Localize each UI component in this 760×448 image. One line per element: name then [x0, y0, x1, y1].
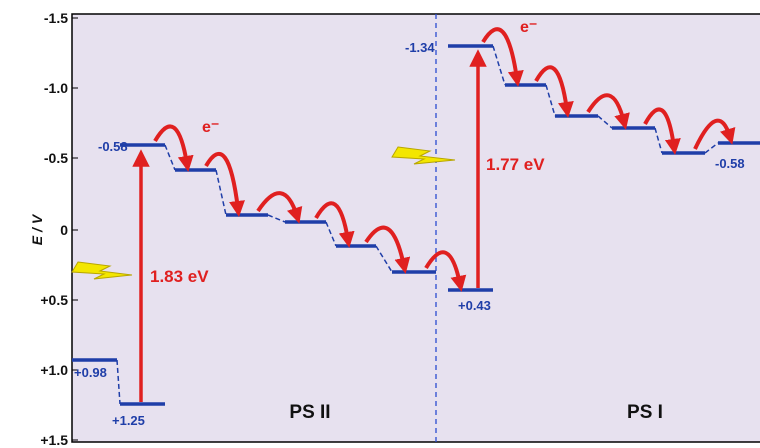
transfer-arrow [314, 201, 355, 248]
transfer-arrow [364, 225, 411, 274]
connector [164, 144, 176, 171]
y-tick-label: -1.5 [44, 10, 68, 26]
plot-area [71, 13, 760, 443]
level-label: +0.98 [74, 365, 107, 380]
level-label: -0.58 [715, 156, 745, 171]
transfer-arrow [424, 250, 467, 292]
light-icon [71, 261, 133, 280]
y-tick-label: 0 [60, 222, 68, 238]
y-tick-label: -1.0 [44, 80, 68, 96]
electron-label: e⁻ [520, 19, 537, 36]
transfer-arrow [693, 118, 736, 150]
y-tick-label: +1.5 [40, 432, 68, 448]
level-label: +0.43 [458, 298, 491, 313]
transfer-arrow [481, 27, 524, 87]
transfer-arrow [586, 93, 630, 130]
connector [704, 142, 719, 154]
level-label: -1.34 [405, 40, 435, 55]
connector [325, 221, 337, 247]
connector [492, 45, 506, 86]
y-tick-label: +0.5 [40, 292, 68, 308]
level-label: -0.58 [98, 139, 128, 154]
axis-title: E / V [29, 213, 45, 245]
transfer-arrow [204, 152, 245, 217]
gap-label: 1.77 eV [486, 155, 545, 174]
electron-label: e⁻ [202, 119, 219, 136]
connector [597, 115, 613, 129]
transfer-arrow [256, 191, 303, 224]
connector [654, 127, 663, 154]
gap-label: 1.83 eV [150, 267, 209, 286]
y-tick-label: +1.0 [40, 362, 68, 378]
connector [545, 84, 556, 117]
transfer-arrow [534, 65, 574, 118]
connector [375, 245, 393, 273]
level-label: +1.25 [112, 413, 145, 428]
transfer-arrow [643, 107, 681, 155]
system-label: PS I [627, 402, 663, 423]
light-icon [391, 146, 456, 165]
connector [267, 214, 286, 223]
system-label: PS II [289, 402, 330, 423]
transfer-arrow [153, 124, 194, 172]
y-tick-label: -0.5 [44, 150, 68, 166]
connector [116, 359, 121, 405]
